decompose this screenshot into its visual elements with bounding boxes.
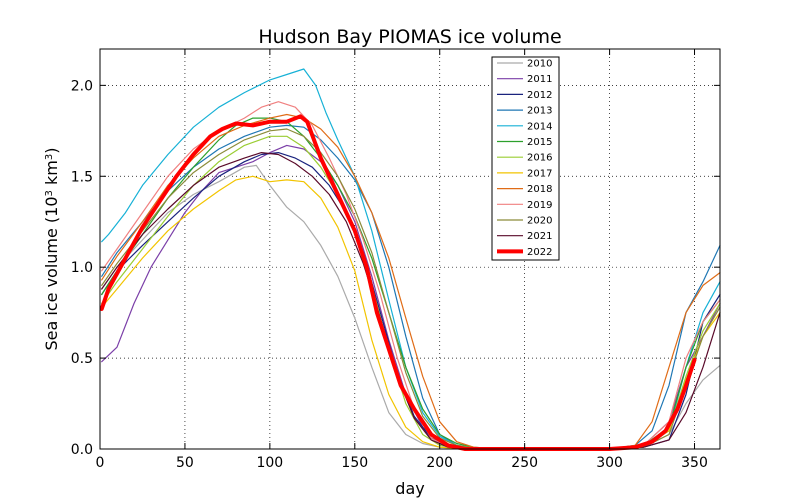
x-tick-label: 50 [176, 455, 194, 471]
legend-label-2016: 2016 [527, 153, 552, 164]
y-tick-label: 1.5 [71, 169, 93, 185]
y-axis-title-part: Sea ice volume (10 [42, 196, 61, 350]
series-line-2018 [101, 113, 721, 450]
y-tick-label: 2.0 [71, 78, 93, 94]
y-axis-title: Sea ice volume (103 km3) [42, 148, 61, 351]
legend-label-2013: 2013 [527, 106, 552, 117]
legend-label-2021: 2021 [527, 231, 552, 242]
legend-label-2012: 2012 [527, 90, 552, 101]
legend-label-2020: 2020 [527, 216, 552, 227]
x-tick-label: 350 [681, 455, 708, 471]
y-tick-label: 1.0 [71, 260, 93, 276]
plot-frame [99, 48, 721, 450]
legend-label-2011: 2011 [527, 74, 552, 85]
legend-label-2017: 2017 [527, 168, 552, 179]
chart-title: Hudson Bay PIOMAS ice volume [258, 26, 561, 48]
y-axis-title-sup: 3 [44, 190, 55, 196]
legend-frame [491, 56, 560, 261]
x-tick-label: 300 [596, 455, 623, 471]
plot-background [100, 49, 720, 449]
x-axis-title: day [395, 479, 424, 498]
legend-label-2014: 2014 [527, 121, 552, 132]
y-tick-label: 0.0 [71, 442, 93, 458]
legend: 2010 2011 2012 2013 2014 2015 2016 2017 2018 2019… [491, 56, 560, 261]
series-layer [99, 68, 721, 451]
y-axis-title-sup: 3 [44, 154, 55, 160]
series-line-2022 [99, 114, 697, 451]
x-tick-label: 150 [341, 455, 368, 471]
legend-label-2019: 2019 [527, 200, 552, 211]
legend-label-2010: 2010 [527, 59, 552, 70]
x-tick-label: 250 [511, 455, 538, 471]
legend-label-2015: 2015 [527, 137, 552, 148]
y-tick-label: 0.5 [71, 351, 93, 367]
x-tick-label: 200 [426, 455, 453, 471]
legend-label-2022: 2022 [527, 247, 552, 258]
grid [100, 49, 720, 449]
legend-label-2018: 2018 [527, 184, 552, 195]
x-tick-label: 0 [96, 455, 105, 471]
y-axis-title-part: ) [42, 148, 61, 154]
x-tick-label: 100 [256, 455, 283, 471]
ticks: 0 50 100 150 200 250 300 350 0.0 0.5 1.0 1.5 2.0 [71, 49, 720, 471]
y-axis-title-part: km [42, 160, 61, 190]
